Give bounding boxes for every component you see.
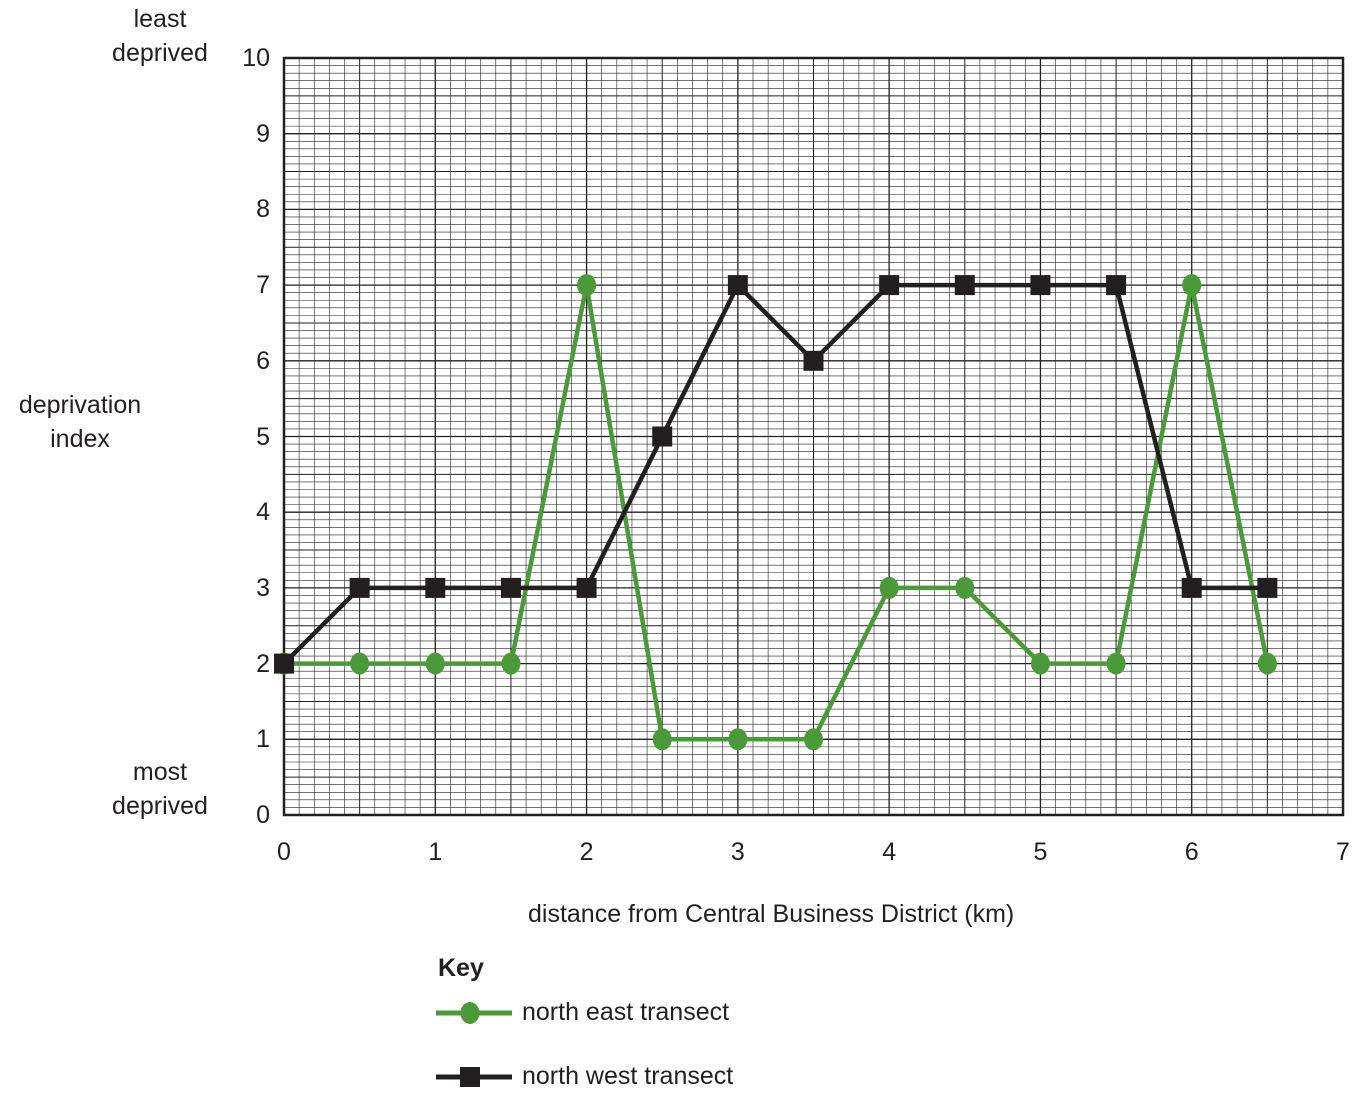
- y-tick-label: 1: [256, 725, 270, 754]
- y-axis-title-line-1: deprivation: [18, 391, 142, 419]
- data-point: [1257, 577, 1278, 598]
- y-tick-label: 8: [256, 195, 270, 224]
- data-point: [727, 275, 748, 296]
- y-tick-label: 3: [256, 573, 270, 602]
- data-point: [577, 274, 597, 297]
- y-top-label-line-1: least: [133, 5, 187, 33]
- y-axis-title-line-2: index: [50, 425, 110, 453]
- data-point: [425, 652, 445, 675]
- series-north-west: [274, 275, 1278, 674]
- y-tick-label: 10: [242, 44, 270, 72]
- data-point: [350, 652, 370, 675]
- series-line: [284, 282, 1270, 742]
- y-top-label-line-2: deprived: [112, 39, 208, 67]
- plot-frame: [282, 56, 1345, 817]
- legend-swatch-north-east: [436, 1002, 512, 1024]
- x-tick-label: 6: [1184, 838, 1199, 866]
- data-point: [652, 426, 673, 447]
- x-tick-label: 7: [1336, 838, 1350, 866]
- data-point: [652, 728, 672, 751]
- y-tick-label: 4: [256, 498, 270, 527]
- data-point: [425, 577, 446, 598]
- data-point: [954, 275, 975, 296]
- legend-swatches: [436, 1002, 512, 1087]
- y-tick-label: 9: [256, 119, 270, 148]
- data-point: [803, 350, 824, 371]
- y-bottom-label-line-1: most: [132, 758, 188, 786]
- data-point: [804, 728, 823, 751]
- data-point: [879, 576, 899, 599]
- y-tick-label: 5: [256, 422, 270, 451]
- data-point: [1257, 652, 1277, 675]
- legend-label-north-west: north west transect: [522, 1062, 734, 1090]
- data-point: [1106, 652, 1126, 675]
- legend-title: Key: [438, 954, 484, 982]
- y-top-label: least deprived: [100, 2, 220, 70]
- data-point: [500, 577, 521, 598]
- data-point: [1181, 577, 1202, 598]
- data-point: [501, 652, 521, 675]
- x-tick-label: 2: [579, 838, 594, 866]
- series-layer: [274, 274, 1278, 751]
- legend-label-north-east: north east transect: [522, 998, 730, 1026]
- y-bottom-label-line-2: deprived: [112, 792, 208, 820]
- legend-marker: [460, 1067, 480, 1087]
- data-point: [955, 576, 975, 599]
- data-point: [576, 577, 597, 598]
- x-tick-label: 3: [730, 838, 745, 866]
- data-point: [1030, 275, 1051, 296]
- x-tick-label: 5: [1033, 838, 1048, 866]
- data-point: [728, 728, 748, 751]
- legend-swatch-north-west: [436, 1067, 512, 1087]
- x-axis-title: distance from Central Business District …: [528, 900, 1015, 928]
- y-bottom-label: most deprived: [100, 755, 220, 823]
- data-point: [1030, 652, 1050, 675]
- data-point: [274, 653, 294, 674]
- series-line: [282, 282, 1268, 666]
- y-axis-title: deprivation index: [0, 388, 160, 456]
- x-tick-label: 1: [428, 838, 443, 866]
- data-point: [879, 275, 900, 296]
- y-tick-label: 7: [256, 271, 270, 300]
- y-tick-label: 0: [256, 801, 270, 829]
- y-tick-label: 6: [256, 346, 270, 375]
- data-point: [1182, 274, 1202, 297]
- legend-marker: [460, 1002, 480, 1024]
- data-point: [1106, 275, 1127, 296]
- data-point: [349, 577, 370, 598]
- x-tick-label: 4: [882, 838, 897, 866]
- y-tick-label: 2: [256, 649, 270, 678]
- x-tick-label: 0: [277, 838, 291, 866]
